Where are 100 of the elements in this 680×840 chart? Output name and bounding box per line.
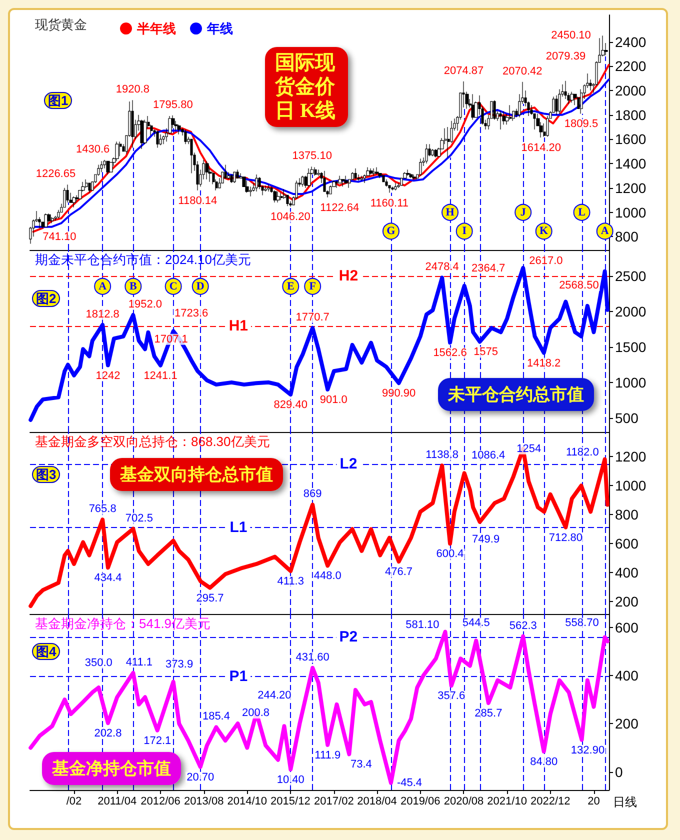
annotation: 1770.7 <box>296 311 330 324</box>
candlestick <box>341 179 345 187</box>
annotation: 990.90 <box>382 388 416 400</box>
annotation: 765.8 <box>88 503 116 516</box>
annotation: 1138.8 <box>426 449 459 462</box>
chart-subtitle: 基金期金多空双向总持仓：868.30亿美元 <box>35 434 270 449</box>
annotation: 712.80 <box>548 532 583 544</box>
annotation: 448.0 <box>314 570 342 582</box>
annotation: 544.5 <box>462 617 490 630</box>
annotation: 431.60 <box>296 651 330 664</box>
annotation: 2074.87 <box>444 64 484 77</box>
annotation: 741.10 <box>42 230 76 243</box>
y-tick-label: 1000 <box>615 478 646 494</box>
y-tick-label: 600 <box>615 619 639 636</box>
annotation: 357.6 <box>438 690 466 702</box>
ref-line-label: A <box>98 280 107 292</box>
candlestick <box>100 160 103 172</box>
y-tick-label: 2000 <box>615 82 646 98</box>
x-tick-label: 2019/06 <box>400 796 440 808</box>
annotation: 1226.65 <box>36 168 76 180</box>
ref-line-label: J <box>520 206 526 218</box>
x-tick-label: 2017/02 <box>314 796 354 808</box>
annotation: 562.3 <box>509 620 537 632</box>
y-tick-label: 2500 <box>615 268 646 284</box>
ref-line-label: H1 <box>228 317 248 334</box>
annotation: 829.40 <box>274 399 308 412</box>
x-tick-label: 2015/12 <box>270 796 310 808</box>
candlestick <box>471 94 475 120</box>
y-tick-label: 800 <box>615 506 639 523</box>
candlestick <box>233 172 236 184</box>
y-tick-label: 200 <box>615 716 639 732</box>
annotation: 1809.5 <box>564 118 598 130</box>
y-tick-label: 2400 <box>615 34 646 50</box>
x-tick-label: 2018/04 <box>357 796 397 808</box>
y-tick-label: 200 <box>615 594 639 610</box>
ref-line-label: P1 <box>229 668 248 686</box>
ref-line-label: F <box>309 280 316 292</box>
candlestick <box>177 124 181 135</box>
annotation: 2617.0 <box>529 254 563 267</box>
text: 未平仓合约总市值 <box>447 385 584 404</box>
line-series <box>28 630 610 785</box>
candlestick <box>255 174 258 192</box>
ref-line-label: A <box>600 225 609 238</box>
candlestick <box>382 174 385 182</box>
y-tick-label: 1400 <box>615 156 646 172</box>
annotation: 图1 <box>48 93 68 108</box>
x-axis-title: 日线 <box>613 795 637 809</box>
legend-label: 年线 <box>206 21 233 36</box>
annotation: 20.70 <box>186 771 214 784</box>
annotation: 244.20 <box>258 690 292 702</box>
candlestick <box>375 166 379 175</box>
annotation: 1707.1 <box>154 333 188 346</box>
candlestick <box>493 100 496 120</box>
ref-line-label: E <box>286 280 294 292</box>
candlestick <box>360 175 363 181</box>
candlestick <box>580 88 583 114</box>
annotation: 373.9 <box>166 658 194 670</box>
annotation: 1920.8 <box>116 84 150 96</box>
annotation: 1795.80 <box>153 98 193 111</box>
annotation: 2079.39 <box>546 50 586 62</box>
ref-line-label: K <box>540 225 549 238</box>
candlestick <box>72 196 76 208</box>
candlestick <box>267 184 270 192</box>
y-tick-label: 1600 <box>615 131 646 148</box>
y-tick-label: 0 <box>615 764 623 780</box>
candlestick <box>44 213 48 228</box>
candlestick <box>88 182 91 194</box>
annotation: 111.9 <box>314 749 341 762</box>
candlestick <box>509 104 512 120</box>
candlestick <box>245 180 249 194</box>
annotation: 702.5 <box>125 512 153 524</box>
annotation: 2568.50 <box>559 279 599 292</box>
x-tick-label: /02 <box>66 796 82 808</box>
candlestick <box>230 174 233 184</box>
annotation: 600.4 <box>436 548 464 560</box>
annotation: 1180.14 <box>178 194 218 207</box>
chart-subtitle: 现货黄金 <box>35 17 87 32</box>
candlestick <box>570 91 574 103</box>
y-tick-label: 1200 <box>615 448 646 465</box>
text: 国际现货金价日 K线 <box>274 52 336 122</box>
annotation: 434.4 <box>94 572 122 584</box>
annotation: 84.80 <box>530 756 558 768</box>
annotation: 1418.2 <box>527 357 561 370</box>
candlestick <box>119 141 122 157</box>
annotation: 1575 <box>474 346 498 358</box>
annotation: 1375.10 <box>292 150 332 162</box>
y-tick-label: 1500 <box>615 339 646 356</box>
candlestick <box>280 192 283 200</box>
ref-line-label: L2 <box>340 455 358 472</box>
candlestick <box>205 160 209 180</box>
annotation: 10.40 <box>276 774 304 786</box>
y-tick-label: 1000 <box>615 204 646 220</box>
text: 基金净持仓市值 <box>51 759 171 778</box>
annotation: 132.90 <box>570 744 605 756</box>
annotation: 图4 <box>36 644 57 659</box>
candlestick <box>372 168 376 176</box>
candlestick <box>419 158 422 176</box>
text: 基金双向持仓总市值 <box>119 465 273 484</box>
x-tick-label: 2013/08 <box>184 796 224 808</box>
annotation: 1241.1 <box>144 370 178 382</box>
